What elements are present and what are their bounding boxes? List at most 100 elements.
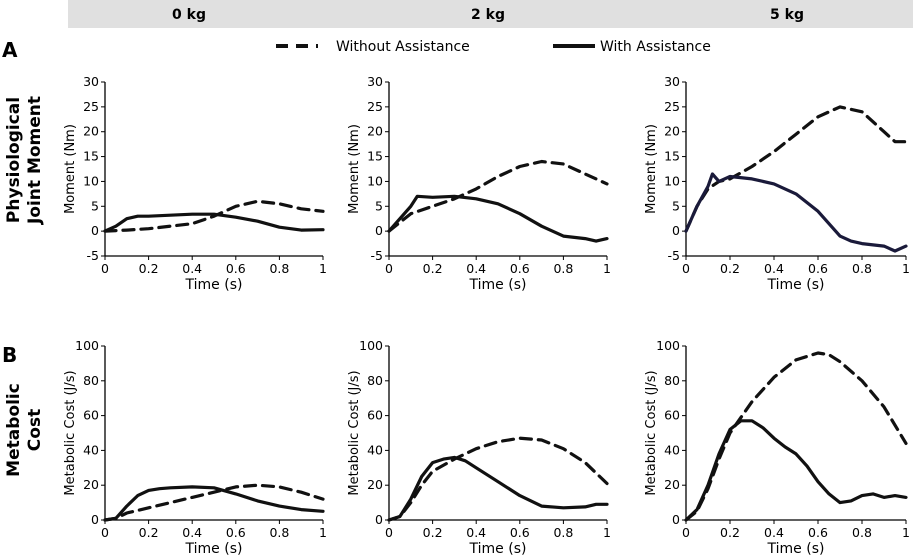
chart-metabolic-0kg-xtick-label: 0.4 xyxy=(182,525,202,540)
chart-metabolic-2kg-ytick-label: 60 xyxy=(367,408,383,423)
chart-metabolic-5kg-xtick-label: 0.6 xyxy=(808,525,828,540)
chart-metabolic-2kg-xlabel: Time (s) xyxy=(469,541,527,557)
chart-metabolic-2kg-xtick-label: 1 xyxy=(603,525,611,540)
chart-moment-0kg-ylabel: Moment (Nm) xyxy=(63,124,78,214)
chart-metabolic-0kg-xtick-label: 0.2 xyxy=(139,525,159,540)
chart-metabolic-0kg-ytick-label: 40 xyxy=(83,442,99,457)
header-0kg: 0 kg xyxy=(172,7,206,23)
chart-moment-0kg-xtick-label: 0.2 xyxy=(139,261,159,276)
chart-moment-2kg-xtick-label: 1 xyxy=(603,261,611,276)
chart-metabolic-2kg-xtick-label: 0.8 xyxy=(553,525,573,540)
chart-metabolic-2kg-without-assistance-line xyxy=(387,436,609,522)
chart-moment-5kg-xtick-label: 0.6 xyxy=(808,261,828,276)
chart-moment-2kg-xlabel: Time (s) xyxy=(469,277,527,293)
chart-metabolic-0kg-xlabel: Time (s) xyxy=(185,541,243,557)
header-2kg: 2 kg xyxy=(471,7,505,23)
row-label-moment-line2: Joint Moment xyxy=(25,96,45,225)
chart-metabolic-5kg-ytick-label: 0 xyxy=(672,512,680,527)
chart-metabolic-2kg-xtick-label: 0 xyxy=(385,525,393,540)
chart-metabolic-5kg-xtick-label: 0.2 xyxy=(720,525,740,540)
chart-metabolic-2kg-ytick-label: 40 xyxy=(367,442,383,457)
chart-metabolic-2kg-xtick-label: 0.6 xyxy=(510,525,530,540)
chart-metabolic-5kg-ytick-label: 60 xyxy=(664,408,680,423)
chart-metabolic-5kg-xtick-label: 0.4 xyxy=(764,525,784,540)
chart-moment-0kg-ytick-label: 25 xyxy=(83,99,99,114)
chart-moment-0kg-ytick-label: 30 xyxy=(83,74,99,89)
chart-metabolic-5kg-xtick-label: 1 xyxy=(902,525,910,540)
chart-metabolic-0kg-without-assistance-line xyxy=(103,483,325,522)
chart-metabolic-2kg-xtick-label: 0.4 xyxy=(466,525,486,540)
chart-moment-2kg-ytick-label: 5 xyxy=(375,198,383,213)
chart-moment-0kg-xlabel: Time (s) xyxy=(185,277,243,293)
chart-moment-0kg-ytick-label: 15 xyxy=(83,149,99,164)
chart-metabolic-0kg-with-assistance-line xyxy=(103,485,325,522)
chart-moment-2kg-with-assistance-line xyxy=(387,194,609,243)
row-label-metabolic-line2: Cost xyxy=(25,409,45,451)
chart-moment-5kg-without-assistance-line xyxy=(684,105,908,233)
chart-moment-0kg-xtick-label: 0.4 xyxy=(182,261,202,276)
chart-moment-5kg-with-assistance-line xyxy=(684,172,908,253)
chart-metabolic-2kg-with-assistance-line xyxy=(387,455,609,522)
chart-moment-5kg-xlabel: Time (s) xyxy=(767,277,825,293)
chart-metabolic-0kg-ytick-label: 0 xyxy=(91,512,99,527)
chart-moment-5kg-xtick-label: 0.8 xyxy=(852,261,872,276)
chart-metabolic-0kg-xtick-label: 1 xyxy=(319,525,327,540)
row-label-metabolic-line1: Metabolic xyxy=(4,383,24,477)
chart-moment-5kg-xtick-label: 0 xyxy=(682,261,690,276)
chart-moment-0kg-without-assistance-line xyxy=(103,199,325,233)
chart-metabolic-5kg-ylabel: Metabolic Cost (J/s) xyxy=(644,370,659,495)
legend-with-label: With Assistance xyxy=(600,39,711,55)
chart-moment-5kg-ylabel: Moment (Nm) xyxy=(644,124,659,214)
chart-metabolic-5kg-xlabel: Time (s) xyxy=(767,541,825,557)
chart-metabolic-0kg-ytick-label: 80 xyxy=(83,373,99,388)
chart-metabolic-5kg-xtick-label: 0.8 xyxy=(852,525,872,540)
chart-moment-5kg-ytick-label: 25 xyxy=(664,99,680,114)
chart-moment-5kg-ytick-label: 0 xyxy=(672,223,680,238)
chart-moment-2kg-xtick-label: 0.2 xyxy=(423,261,443,276)
chart-moment-0kg-xtick-label: 1 xyxy=(319,261,327,276)
chart-metabolic-2kg-ylabel: Metabolic Cost (J/s) xyxy=(347,370,362,495)
chart-metabolic-0kg-ytick-label: 100 xyxy=(75,338,99,353)
chart-metabolic-2kg-xtick-label: 0.2 xyxy=(423,525,443,540)
chart-moment-5kg-xtick-label: 0.2 xyxy=(720,261,740,276)
chart-metabolic-0kg-ytick-label: 20 xyxy=(83,477,99,492)
chart-moment-0kg-xtick-label: 0.6 xyxy=(226,261,246,276)
chart-moment-2kg-ytick-label: 15 xyxy=(367,149,383,164)
chart-metabolic-0kg-xtick-label: 0.8 xyxy=(269,525,289,540)
row-label-moment-line1: Physiological xyxy=(4,97,24,223)
chart-moment-5kg-xtick-label: 0.4 xyxy=(764,261,784,276)
chart-moment-2kg-ytick-label: 10 xyxy=(367,173,383,188)
chart-moment-5kg-ytick-label: 10 xyxy=(664,173,680,188)
chart-moment-2kg-xtick-label: 0.8 xyxy=(553,261,573,276)
chart-moment-2kg-xtick-label: 0 xyxy=(385,261,393,276)
chart-moment-2kg-ytick-label: 25 xyxy=(367,99,383,114)
chart-moment-2kg-xtick-label: 0.4 xyxy=(466,261,486,276)
chart-moment-2kg-without-assistance-line xyxy=(387,159,609,233)
chart-moment-5kg-ytick-label: 30 xyxy=(664,74,680,89)
header-bar xyxy=(68,0,913,28)
header-5kg: 5 kg xyxy=(770,7,804,23)
chart-moment-0kg-ytick-label: -5 xyxy=(87,248,99,263)
chart-metabolic-5kg-ytick-label: 40 xyxy=(664,442,680,457)
chart-moment-0kg-xtick-label: 0.8 xyxy=(269,261,289,276)
chart-moment-2kg-ylabel: Moment (Nm) xyxy=(347,124,362,214)
chart-metabolic-0kg-ylabel: Metabolic Cost (J/s) xyxy=(63,370,78,495)
chart-moment-0kg-ytick-label: 20 xyxy=(83,124,99,139)
chart-metabolic-5kg-ytick-label: 100 xyxy=(656,338,680,353)
chart-metabolic-2kg-ytick-label: 100 xyxy=(359,338,383,353)
chart-metabolic-5kg-with-assistance-line xyxy=(684,419,908,522)
chart-moment-2kg-ytick-label: 30 xyxy=(367,74,383,89)
chart-moment-2kg-ytick-label: 0 xyxy=(375,223,383,238)
legend-without-label: Without Assistance xyxy=(336,39,470,55)
panel-letter-b: B xyxy=(2,343,17,367)
chart-metabolic-2kg-ytick-label: 20 xyxy=(367,477,383,492)
chart-metabolic-0kg-xtick-label: 0.6 xyxy=(226,525,246,540)
chart-metabolic-5kg-xtick-label: 0 xyxy=(682,525,690,540)
chart-moment-0kg-ytick-label: 0 xyxy=(91,223,99,238)
chart-moment-2kg-ytick-label: 20 xyxy=(367,124,383,139)
chart-metabolic-5kg-ytick-label: 20 xyxy=(664,477,680,492)
chart-metabolic-2kg-ytick-label: 0 xyxy=(375,512,383,527)
chart-moment-0kg-ytick-label: 5 xyxy=(91,198,99,213)
